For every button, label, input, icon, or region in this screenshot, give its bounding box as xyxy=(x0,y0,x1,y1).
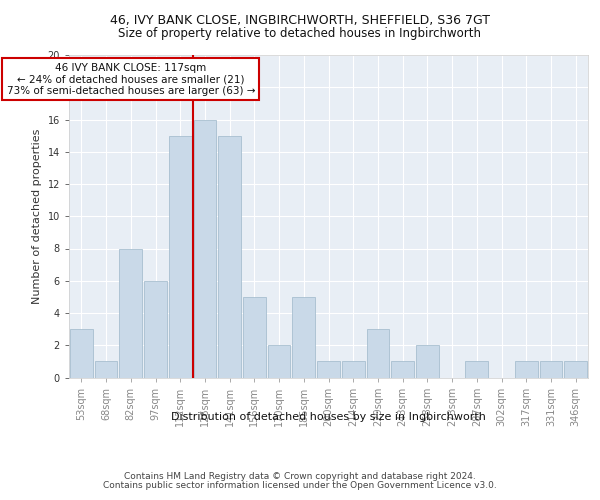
Text: 46 IVY BANK CLOSE: 117sqm
← 24% of detached houses are smaller (21)
73% of semi-: 46 IVY BANK CLOSE: 117sqm ← 24% of detac… xyxy=(7,62,255,96)
Bar xyxy=(194,120,216,378)
Bar xyxy=(342,362,365,378)
Bar xyxy=(95,362,118,378)
Text: Size of property relative to detached houses in Ingbirchworth: Size of property relative to detached ho… xyxy=(119,28,482,40)
Bar xyxy=(515,362,538,378)
Bar xyxy=(416,345,439,378)
Bar xyxy=(317,362,340,378)
Bar xyxy=(292,297,315,378)
Bar xyxy=(243,297,266,378)
Bar xyxy=(564,362,587,378)
Bar xyxy=(70,329,93,378)
Bar xyxy=(539,362,562,378)
Text: Contains public sector information licensed under the Open Government Licence v3: Contains public sector information licen… xyxy=(103,481,497,490)
Text: 46, IVY BANK CLOSE, INGBIRCHWORTH, SHEFFIELD, S36 7GT: 46, IVY BANK CLOSE, INGBIRCHWORTH, SHEFF… xyxy=(110,14,490,27)
Bar xyxy=(119,248,142,378)
Bar xyxy=(144,281,167,378)
Bar xyxy=(466,362,488,378)
Text: Distribution of detached houses by size in Ingbirchworth: Distribution of detached houses by size … xyxy=(172,412,486,422)
Y-axis label: Number of detached properties: Number of detached properties xyxy=(32,128,42,304)
Bar xyxy=(367,329,389,378)
Text: Contains HM Land Registry data © Crown copyright and database right 2024.: Contains HM Land Registry data © Crown c… xyxy=(124,472,476,481)
Bar xyxy=(169,136,191,378)
Bar xyxy=(391,362,414,378)
Bar xyxy=(268,345,290,378)
Bar xyxy=(218,136,241,378)
